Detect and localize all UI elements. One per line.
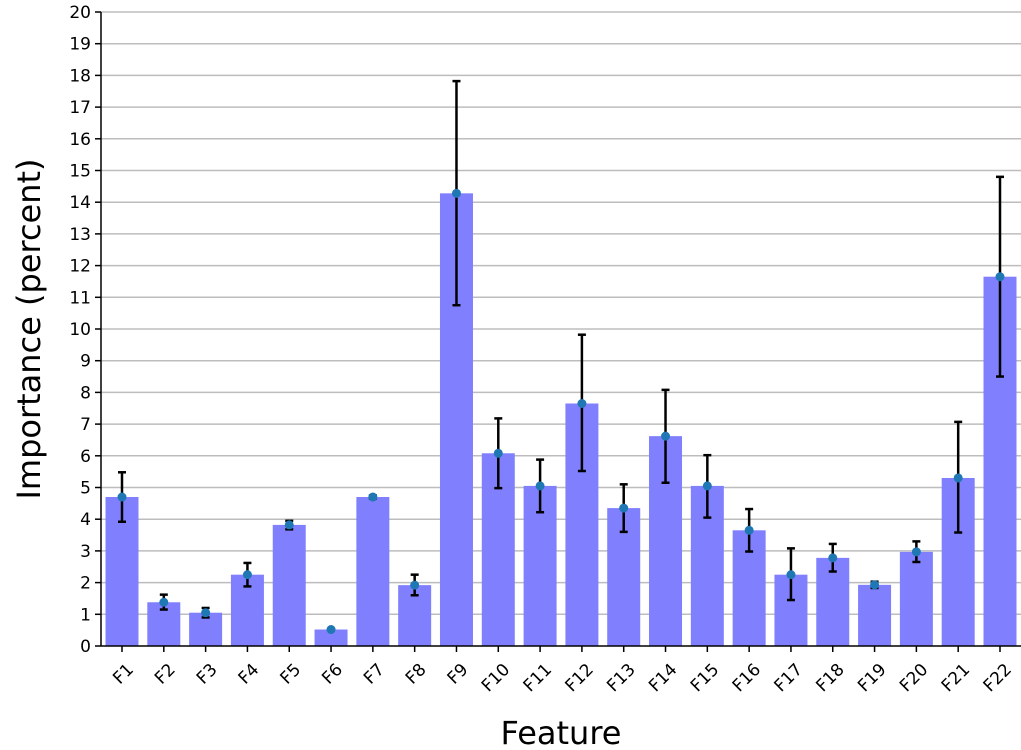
mean-points [117, 188, 1005, 635]
mean-point [410, 580, 420, 590]
y-tick-label: 6 [80, 447, 91, 467]
bar [899, 551, 933, 646]
y-tick-label: 3 [80, 542, 91, 562]
bars [105, 193, 1017, 646]
y-tick-label: 0 [80, 637, 91, 657]
x-tick-label: F22 [980, 660, 1016, 696]
bar [272, 524, 306, 646]
y-tick-label: 4 [80, 510, 91, 530]
y-tick-label: 20 [69, 3, 91, 23]
y-axis-title: Importance (percent) [10, 158, 48, 499]
mean-point [117, 492, 127, 502]
y-tick-label: 12 [69, 257, 91, 277]
y-tick-label: 17 [69, 98, 91, 118]
bar [858, 584, 892, 646]
mean-point [661, 431, 671, 441]
mean-point [577, 398, 587, 408]
y-tick-label: 19 [69, 35, 91, 55]
grid-lines [101, 11, 1021, 616]
x-tick-label: F12 [561, 660, 597, 696]
x-tick-label: F15 [687, 660, 723, 696]
mean-point [911, 547, 921, 557]
x-tick-label: F5 [276, 660, 305, 689]
mean-point [744, 525, 754, 535]
y-tick-label: 11 [69, 288, 91, 308]
x-tick-label: F1 [109, 660, 138, 689]
mean-point [828, 553, 838, 563]
y-tick-label: 2 [80, 574, 91, 594]
y-tick-label: 1 [80, 605, 91, 625]
y-tick-label: 8 [80, 383, 91, 403]
y-tick-label: 9 [80, 352, 91, 372]
error-bars [118, 79, 1004, 619]
bar [356, 497, 390, 646]
x-tick-label: F4 [235, 660, 264, 689]
y-tick-label: 18 [69, 66, 91, 86]
x-tick-label: F2 [151, 660, 180, 689]
mean-point [493, 448, 503, 458]
mean-point [702, 481, 712, 491]
y-tick-label: 7 [80, 415, 91, 435]
mean-point [451, 188, 461, 198]
mean-point [619, 503, 629, 513]
bar [314, 629, 348, 646]
y-tick-label: 10 [69, 320, 91, 340]
x-tick-label: F7 [360, 660, 389, 689]
x-tick-label: F9 [444, 660, 473, 689]
mean-point [326, 625, 336, 635]
x-tick-label: F13 [603, 660, 639, 696]
y-tick-label: 16 [69, 130, 91, 150]
x-tick-label: F17 [771, 660, 807, 696]
x-tick-label: F8 [402, 660, 431, 689]
mean-point [242, 570, 252, 580]
y-tick-label: 14 [69, 193, 91, 213]
mean-point [284, 520, 294, 530]
y-tick-label: 13 [69, 225, 91, 245]
x-tick-label: F21 [938, 660, 974, 696]
x-tick-label: F11 [520, 660, 556, 696]
x-tick-labels: F1 F2 F3 F4 F5 F6 F7 F8 F9 F10 F11 F12 F13 F14 F15 F16 F… [109, 660, 1016, 696]
x-tick-label: F16 [729, 660, 765, 696]
y-tick-label: 15 [69, 162, 91, 182]
mean-point [786, 570, 796, 580]
axes [95, 11, 1021, 652]
mean-point [535, 481, 545, 491]
x-tick-label: F19 [854, 660, 890, 696]
x-tick-label: F20 [896, 660, 932, 696]
mean-point [953, 473, 963, 483]
y-tick-label: 5 [80, 479, 91, 499]
x-axis-title: Feature [501, 714, 622, 750]
x-tick-label: F3 [193, 660, 222, 689]
x-tick-label: F14 [645, 660, 681, 696]
x-tick-label: F18 [812, 660, 848, 696]
mean-point [368, 492, 378, 502]
mean-point [870, 580, 880, 590]
x-tick-label: F6 [318, 660, 347, 689]
mean-point [995, 272, 1005, 282]
mean-point [159, 597, 169, 607]
mean-point [201, 608, 211, 618]
x-tick-label: F10 [478, 660, 514, 696]
